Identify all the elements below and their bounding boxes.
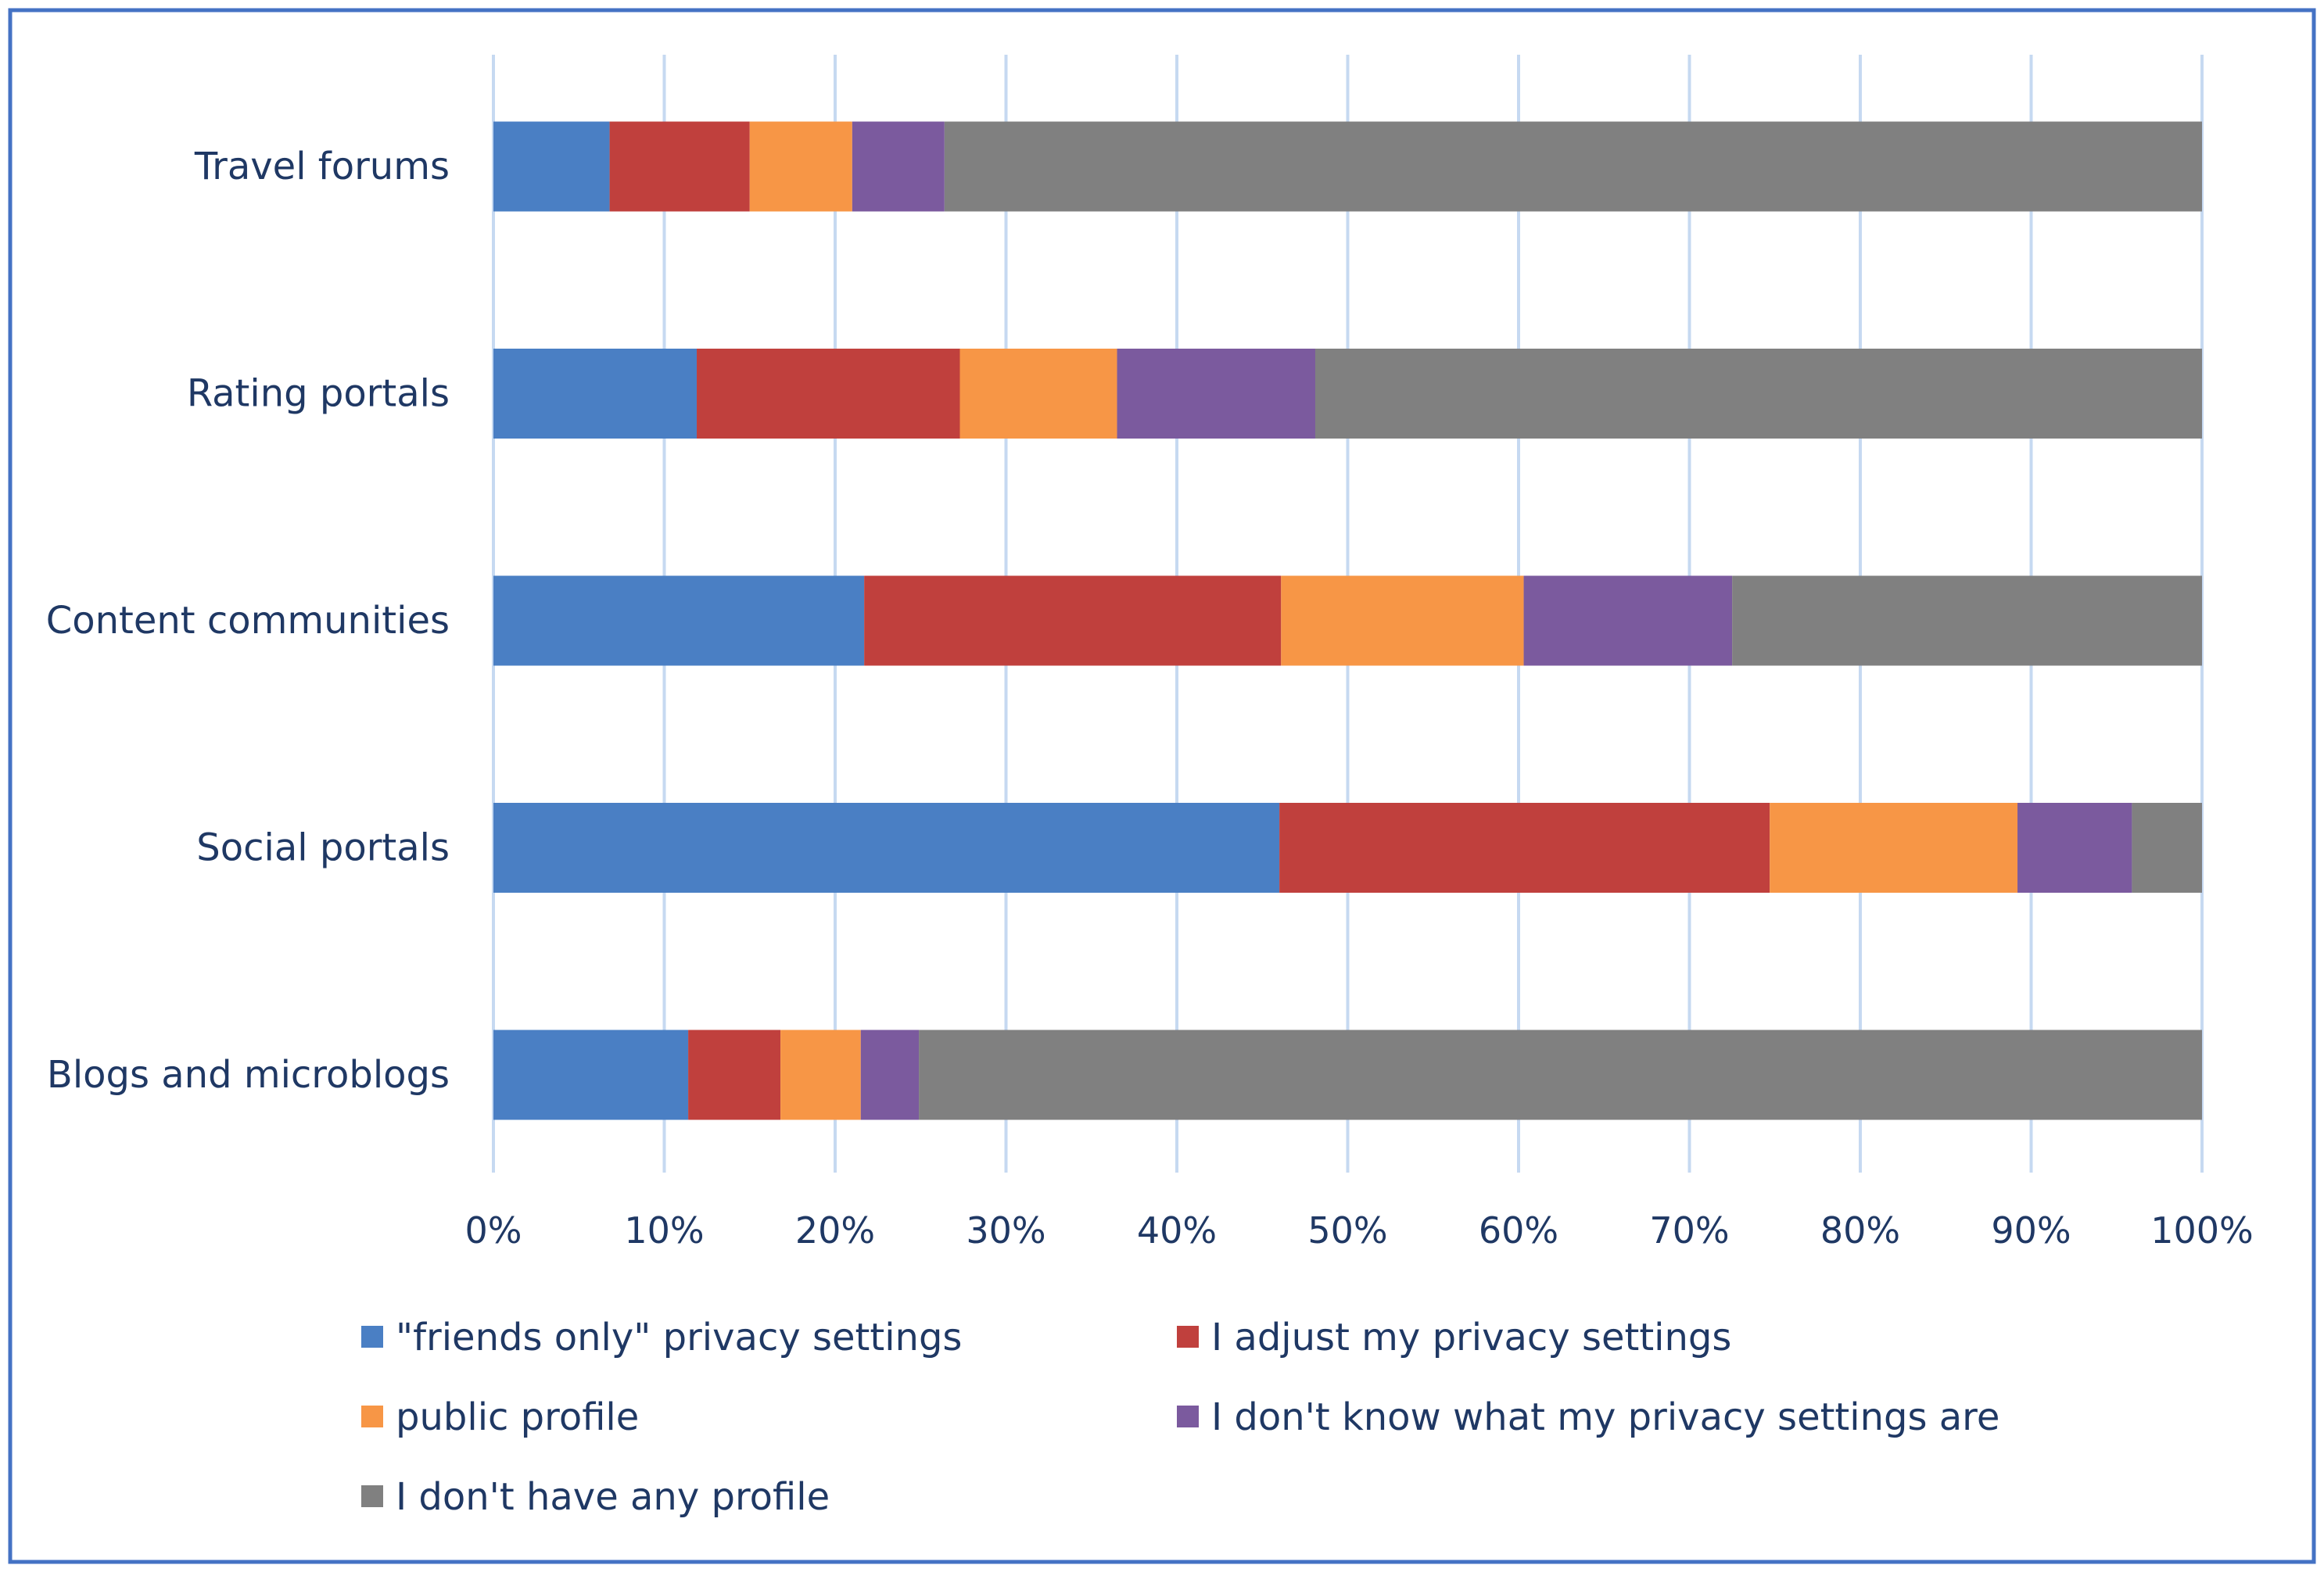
legend-swatch bbox=[361, 1406, 383, 1427]
bar-segment bbox=[697, 349, 960, 439]
bar-segment bbox=[493, 1030, 689, 1120]
bar-segment bbox=[609, 121, 750, 212]
legend-label: "friends only" privacy settings bbox=[396, 1316, 962, 1359]
x-tick-label: 80% bbox=[1820, 1209, 1900, 1252]
bar-segment bbox=[864, 575, 1282, 666]
bar-segment bbox=[2017, 803, 2132, 893]
x-tick-label: 90% bbox=[1991, 1209, 2071, 1252]
bar-segment bbox=[919, 1030, 2202, 1120]
legend-label: public profile bbox=[396, 1395, 639, 1439]
bar-segment bbox=[1732, 575, 2202, 666]
legend-swatch bbox=[361, 1485, 383, 1507]
bar-segment bbox=[1117, 349, 1315, 439]
chart-border bbox=[8, 8, 2316, 1564]
bar-segment bbox=[1523, 575, 1733, 666]
x-tick-label: 60% bbox=[1479, 1209, 1558, 1252]
x-tick-label: 40% bbox=[1137, 1209, 1217, 1252]
bar-segment bbox=[749, 121, 852, 212]
x-tick-label: 70% bbox=[1649, 1209, 1729, 1252]
x-tick-label: 20% bbox=[795, 1209, 875, 1252]
category-label: Content communities bbox=[46, 599, 450, 643]
x-tick-label: 50% bbox=[1307, 1209, 1387, 1252]
category-label: Social portals bbox=[196, 826, 450, 870]
bar-segment bbox=[493, 349, 698, 439]
x-tick-label: 100% bbox=[2150, 1209, 2254, 1252]
category-label: Travel forums bbox=[194, 145, 450, 188]
x-tick-label: 30% bbox=[966, 1209, 1045, 1252]
bar-segment bbox=[944, 121, 2202, 212]
bar-segment bbox=[780, 1030, 861, 1120]
bar-segment bbox=[959, 349, 1117, 439]
bars bbox=[493, 121, 2202, 1120]
category-label: Blogs and microblogs bbox=[47, 1053, 450, 1097]
bar-segment bbox=[852, 121, 945, 212]
legend-swatch bbox=[361, 1326, 383, 1348]
bar-segment bbox=[1279, 803, 1770, 893]
bar-segment bbox=[1770, 803, 2018, 893]
bar-segment bbox=[2132, 803, 2202, 893]
x-tick-label: 0% bbox=[465, 1209, 522, 1252]
category-labels: Travel forums Rating portals Content commu… bbox=[46, 145, 450, 1097]
legend-label: I adjust my privacy settings bbox=[1211, 1316, 1731, 1359]
bar-segment bbox=[688, 1030, 781, 1120]
bar-segment bbox=[860, 1030, 920, 1120]
bar-segment bbox=[1314, 349, 2202, 439]
legend-label: I don't have any profile bbox=[396, 1475, 830, 1519]
x-tick-label: 10% bbox=[624, 1209, 704, 1252]
bar-segment bbox=[493, 575, 865, 666]
legend: "friends only" privacy settings I adjust … bbox=[361, 1316, 1999, 1519]
legend-swatch bbox=[1177, 1406, 1199, 1427]
legend-swatch bbox=[1177, 1326, 1199, 1348]
category-label: Rating portals bbox=[187, 372, 450, 416]
legend-label: I don't know what my privacy settings ar… bbox=[1211, 1395, 1999, 1439]
bar-segment bbox=[493, 121, 610, 212]
x-tick-labels: 0% 10% 20% 30% 40% 50% 60% 70% 80% 90% 100% bbox=[465, 1209, 2254, 1252]
bar-segment bbox=[1281, 575, 1524, 666]
bar-segment bbox=[493, 803, 1280, 893]
